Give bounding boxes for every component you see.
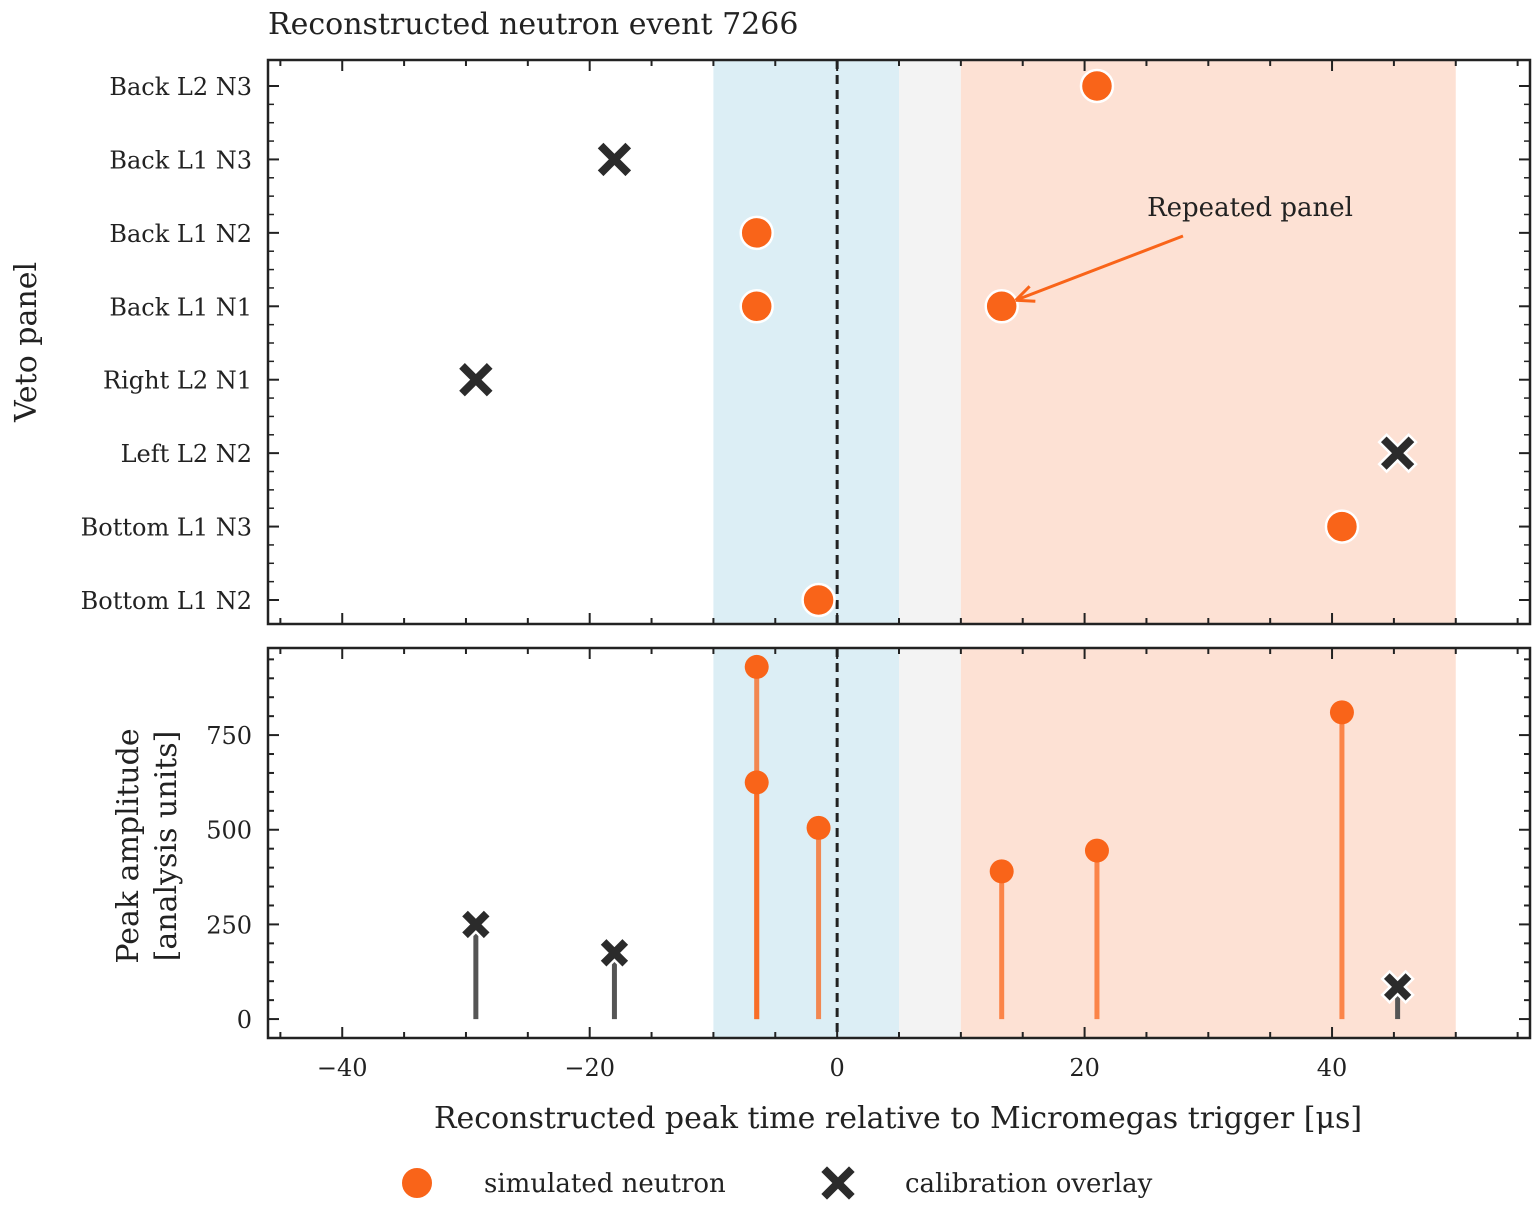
- top-panel: Back L2 N3 Back L1 N3 Back L1 N2 Back L1 N1…: [81, 58, 1532, 626]
- calibration-point: [458, 907, 494, 942]
- x-tick-label: −20: [564, 1054, 615, 1082]
- legend-label-simulated-neutron: simulated neutron: [484, 1169, 726, 1199]
- calibration-point: [597, 935, 632, 970]
- y-tick-label: Left L2 N2: [121, 440, 252, 468]
- legend-circle-marker: [400, 1166, 434, 1200]
- calibration-point: [1377, 432, 1418, 474]
- shaded-region: [899, 60, 961, 624]
- legend-x-glyph: [817, 1162, 859, 1204]
- annotation-arrow: [1015, 234, 1184, 302]
- neutron-point: [744, 654, 769, 679]
- neutron-point: [1329, 700, 1354, 725]
- y-tick-label: Back L1 N1: [109, 293, 252, 321]
- x-tick-label: 0: [829, 1054, 844, 1082]
- y-tick-label: Back L1 N3: [109, 146, 252, 174]
- neutron-point: [989, 859, 1014, 884]
- neutron-point: [801, 582, 836, 618]
- y-tick-label: 0: [237, 1006, 252, 1034]
- bottom-panel: 0 250 500 750 −40 −20 0 20 40: [206, 646, 1532, 1082]
- shaded-region: [899, 648, 961, 1038]
- legend-entry-simulated-neutron: simulated neutron: [400, 1166, 726, 1200]
- neutron-point: [1079, 68, 1115, 104]
- neutron-point: [806, 815, 831, 840]
- y-tick-label: Bottom L1 N3: [81, 514, 252, 542]
- legend-label-calibration-overlay: calibration overlay: [905, 1169, 1153, 1199]
- plot-frame: [266, 646, 1532, 1040]
- neutron-point: [739, 289, 774, 324]
- legend-entry-calibration-overlay: calibration overlay: [817, 1162, 1153, 1204]
- y-tick-label: Bottom L1 N2: [81, 587, 252, 615]
- y-tick-label: 250: [206, 911, 252, 939]
- legend-x-marker: [817, 1162, 859, 1204]
- bottom-y-axis-label-line2: [analysis units]: [149, 731, 184, 962]
- shaded-region: [713, 648, 899, 1038]
- shaded-region: [960, 60, 1456, 624]
- bottom-y-axis-label-line1: Peak amplitude: [111, 728, 146, 963]
- x-tick-label: 40: [1317, 1054, 1348, 1082]
- shaded-region: [960, 648, 1456, 1038]
- shaded-region: [713, 60, 899, 624]
- neutron-point: [1324, 509, 1360, 544]
- y-tick-label: Right L2 N1: [103, 367, 252, 395]
- top-y-axis-label: Veto panel: [9, 262, 44, 423]
- y-tick-label: 750: [206, 722, 252, 750]
- x-axis-label: Reconstructed peak time relative to Micr…: [434, 1101, 1362, 1136]
- y-tick-label: 500: [206, 817, 252, 845]
- annotation-arrowhead: [1014, 285, 1036, 303]
- y-tick-label: Back L2 N3: [109, 73, 252, 101]
- x-tick-label: 20: [1069, 1054, 1100, 1082]
- neutron-point: [744, 770, 769, 795]
- plot-frame: [266, 58, 1532, 626]
- calibration-point: [1380, 969, 1415, 1005]
- neutron-point: [1084, 838, 1109, 863]
- calibration-point: [455, 359, 497, 400]
- neutron-point: [739, 215, 774, 251]
- annotation-text: Repeated panel: [1147, 193, 1353, 223]
- neutron-point: [984, 289, 1019, 324]
- chart-title: Reconstructed neutron event 7266: [268, 7, 798, 42]
- x-tick-label: −40: [317, 1054, 368, 1082]
- legend: simulated neutron calibration overlay: [400, 1162, 1153, 1204]
- y-tick-label: Back L1 N2: [109, 220, 252, 248]
- calibration-point: [594, 139, 635, 180]
